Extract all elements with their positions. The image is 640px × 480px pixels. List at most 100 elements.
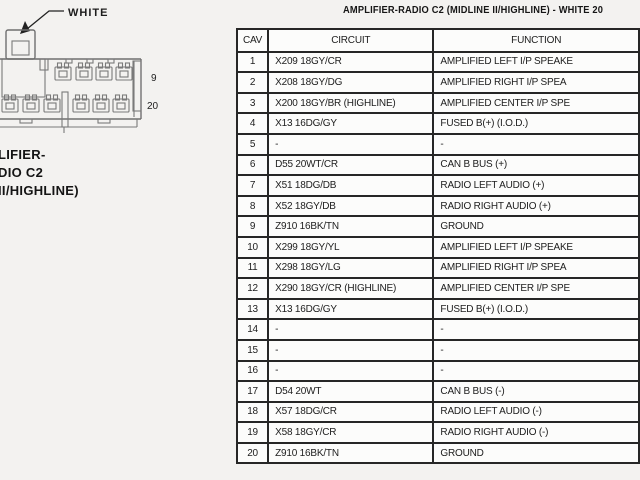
cav-cell: 10	[235, 235, 270, 259]
table-header-row: CAV CIRCUIT FUNCTION	[235, 28, 640, 53]
func-cell: AMPLIFIED RIGHT I/P SPEA	[432, 256, 640, 280]
table-row: 18 X57 18DG/CR RADIO LEFT AUDIO (-)	[235, 400, 640, 424]
func-cell: AMPLIFIED LEFT I/P SPEAKE	[432, 50, 640, 74]
func-cell: CAN B BUS (-)	[432, 380, 640, 403]
func-cell: RADIO RIGHT AUDIO (-)	[432, 421, 640, 444]
cav-cell: 11	[235, 256, 270, 280]
func-cell: AMPLIFIED CENTER I/P SPE	[432, 277, 640, 300]
connector-latch	[1, 29, 46, 98]
circuit-cell: D54 20WT	[267, 380, 435, 403]
circuit-cell: D55 20WT/CR	[267, 153, 435, 177]
func-cell: RADIO RIGHT AUDIO (+)	[432, 194, 640, 218]
circuit-cell: -	[267, 132, 435, 156]
func-cell: AMPLIFIED CENTER I/P SPE	[432, 91, 640, 115]
func-cell: FUSED B(+) (I.O.D.)	[432, 112, 640, 135]
circuit-cell: X13 16DG/GY	[267, 112, 435, 135]
cav-cell: 13	[235, 297, 270, 321]
table-row: 4 X13 16DG/GY FUSED B(+) (I.O.D.)	[235, 112, 640, 135]
table-row: 2 X208 18GY/DG AMPLIFIED RIGHT I/P SPEA	[235, 71, 640, 94]
func-cell: -	[432, 338, 640, 362]
table-row: 16- -	[235, 359, 640, 383]
header-function: FUNCTION	[432, 28, 640, 53]
cav-cell: 12	[235, 277, 270, 300]
connector-color-label: WHITE	[68, 7, 108, 19]
table-row: 20 Z910 16BK/TN GROUND	[235, 441, 640, 465]
cav-cell: 20	[235, 441, 270, 465]
func-cell: AMPLIFIED LEFT I/P SPEAKE	[432, 235, 640, 259]
pinout-table: CAV CIRCUIT FUNCTION 1 X209 18GY/CR AMPLIF…	[235, 28, 640, 465]
connector-body	[0, 58, 142, 133]
func-cell: RADIO LEFT AUDIO (+)	[432, 174, 640, 197]
connector-diagram: WHITE	[0, 7, 159, 133]
cav-cell: 16	[235, 359, 270, 383]
func-cell: GROUND	[432, 441, 640, 465]
func-cell: GROUND	[432, 215, 640, 238]
circuit-cell: X52 18GY/DB	[267, 194, 435, 218]
circuit-cell: -	[267, 359, 435, 383]
func-cell: -	[432, 318, 640, 341]
circuit-cell: Z910 16BK/TN	[267, 441, 435, 465]
cav-cell: 1	[235, 50, 270, 74]
table-row: 8 X52 18GY/DB RADIO RIGHT AUDIO (+)	[235, 194, 640, 218]
circuit-cell: -	[267, 318, 435, 341]
cav-cell: 5	[235, 132, 270, 156]
table-row: 9 Z910 16BK/TN GROUND	[235, 215, 640, 238]
cav-cell: 15	[235, 338, 270, 362]
func-cell: -	[432, 359, 640, 383]
circuit-cell: X200 18GY/BR (HIGHLINE)	[267, 91, 435, 115]
connector-caption: LIFIER- DIO C2 II/HIGHLINE)	[0, 146, 79, 200]
circuit-cell: X58 18GY/CR	[267, 421, 435, 444]
cav-cell: 9	[235, 215, 270, 238]
cav-cell: 18	[235, 400, 270, 424]
table-row: 5--	[235, 132, 640, 156]
cav-cell: 7	[235, 174, 270, 197]
table-row: 10 X299 18GY/YL AMPLIFIED LEFT I/P SPEAKE	[235, 235, 640, 259]
cav-cell: 14	[235, 318, 270, 341]
circuit-cell: X13 16DG/GY	[267, 297, 435, 321]
circuit-cell: X208 18GY/DG	[267, 71, 435, 94]
cav-cell: 19	[235, 421, 270, 444]
circuit-cell: -	[267, 338, 435, 362]
header-circuit: CIRCUIT	[267, 28, 435, 53]
circuit-cell: X51 18DG/DB	[267, 174, 435, 197]
cav-cell: 8	[235, 194, 270, 218]
cav-cell: 17	[235, 380, 270, 403]
table-row: 6 D55 20WT/CR CAN B BUS (+)	[235, 153, 640, 177]
func-cell: AMPLIFIED RIGHT I/P SPEA	[432, 71, 640, 94]
table-row: 7 X51 18DG/DB RADIO LEFT AUDIO (+)	[235, 174, 640, 197]
table-row: 17 D54 20WT CAN B BUS (-)	[235, 380, 640, 403]
func-cell: -	[432, 132, 640, 156]
table-row: 11 X298 18GY/LG AMPLIFIED RIGHT I/P SPEA	[235, 256, 640, 280]
pin-row-bottom	[1, 94, 130, 113]
circuit-cell: X209 18GY/CR	[267, 50, 435, 74]
cav-cell: 6	[235, 153, 270, 177]
header-cav: CAV	[235, 28, 270, 53]
leader-arrow-icon	[20, 10, 64, 34]
circuit-cell: X298 18GY/LG	[267, 256, 435, 280]
table-row: 12 X290 18GY/CR (HIGHLINE) AMPLIFIED CENTE…	[235, 277, 640, 300]
cav-cell: 3	[235, 91, 270, 115]
table-row: 1 X209 18GY/CR AMPLIFIED LEFT I/P SPEAKE	[235, 50, 640, 74]
connector-caption-line: LIFIER-	[0, 147, 46, 162]
page-title: AMPLIFIER-RADIO C2 (MIDLINE II/HIGHLINE)…	[343, 5, 604, 16]
connector-caption-line: II/HIGHLINE)	[0, 183, 79, 198]
circuit-cell: X290 18GY/CR (HIGHLINE)	[267, 277, 435, 300]
table-row: 15- -	[235, 338, 640, 362]
func-cell: CAN B BUS (+)	[432, 153, 640, 177]
cav-cell: 2	[235, 71, 270, 94]
func-cell: RADIO LEFT AUDIO (-)	[432, 400, 640, 424]
circuit-cell: Z910 16BK/TN	[267, 215, 435, 238]
table-row: 3 X200 18GY/BR (HIGHLINE) AMPLIFIED CENTER…	[235, 91, 640, 115]
circuit-cell: X57 18DG/CR	[267, 400, 435, 424]
circuit-cell: X299 18GY/YL	[267, 235, 435, 259]
table-row: 19 X58 18GY/CR RADIO RIGHT AUDIO (-)	[235, 421, 640, 444]
cav-cell: 4	[235, 112, 270, 135]
pin-label-bottom-row: 20	[147, 101, 159, 112]
connector-caption-line: DIO C2	[0, 165, 44, 180]
pin-row-top	[54, 62, 133, 81]
table-row: 13 X13 16DG/GY FUSED B(+) (I.O.D.)	[235, 297, 640, 321]
pin-label-top-row: 9	[151, 73, 157, 84]
table-row: 14- -	[235, 318, 640, 341]
func-cell: FUSED B(+) (I.O.D.)	[432, 297, 640, 321]
